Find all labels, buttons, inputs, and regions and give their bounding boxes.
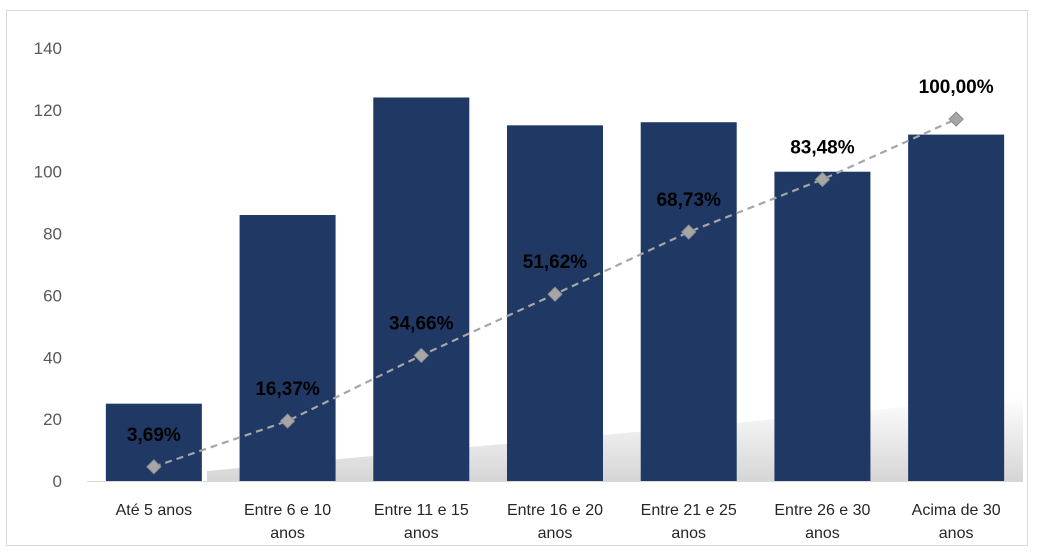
x-axis: Até 5 anos Entre 6 e 10 anos Entre 11 e 15 a… — [87, 481, 1023, 542]
line-point-marker — [814, 171, 831, 188]
y-tick-label: 60 — [43, 286, 62, 305]
x-tick-label: anos — [939, 525, 974, 542]
bars — [105, 97, 1005, 482]
x-tick-label: anos — [671, 525, 706, 542]
x-tick-label: anos — [404, 525, 439, 542]
chart-svg: 0 20 40 60 80 100 120 140 3,69% 16,37% 34,66% 51,6… — [34, 39, 1023, 542]
y-tick-label: 100 — [34, 163, 62, 182]
data-label: 16,37% — [255, 379, 320, 400]
x-tick-label: anos — [270, 525, 305, 542]
y-tick-label: 80 — [43, 225, 62, 244]
data-label: 51,62% — [523, 252, 588, 273]
data-label: 83,48% — [790, 137, 855, 158]
bar — [640, 122, 737, 481]
x-tick-label: Acima de 30 — [912, 502, 1001, 519]
line-point-marker — [948, 111, 964, 127]
line-point-marker — [681, 224, 697, 240]
y-tick-label: 120 — [34, 101, 62, 120]
x-tick-label: Entre 26 e 30 — [774, 502, 870, 519]
bar — [239, 215, 336, 481]
y-axis: 0 20 40 60 80 100 120 140 — [34, 39, 62, 491]
cumulative-line: 3,69% 16,37% 34,66% 51,62% 68,73% 83,48% 100,0… — [127, 77, 994, 475]
chart-frame: 0 20 40 60 80 100 120 140 3,69% 16,37% 34,66% 51,6… — [6, 10, 1028, 546]
line-point-marker — [279, 413, 296, 429]
y-tick-label: 140 — [34, 39, 62, 58]
data-label: 34,66% — [389, 313, 454, 334]
x-tick-label: Entre 6 e 10 — [244, 502, 331, 519]
line-point-marker — [413, 347, 429, 364]
y-tick-label: 0 — [53, 472, 62, 491]
y-tick-label: 40 — [43, 348, 62, 367]
bar — [507, 125, 603, 482]
x-tick-label: anos — [805, 525, 840, 542]
bar — [373, 97, 470, 481]
data-label: 3,69% — [127, 425, 181, 446]
data-label: 100,00% — [919, 77, 994, 98]
bar — [774, 171, 871, 481]
x-tick-label: Entre 11 e 15 — [374, 502, 469, 519]
x-tick-label: Entre 16 e 20 — [507, 502, 603, 519]
line-point-marker — [146, 459, 162, 475]
y-tick-label: 20 — [43, 410, 62, 429]
data-label: 68,73% — [656, 190, 721, 211]
x-tick-label: anos — [538, 525, 573, 542]
bar — [908, 134, 1005, 481]
x-tick-label: Entre 21 e 25 — [641, 502, 737, 519]
line-point-marker — [547, 286, 563, 302]
x-tick-label: Até 5 anos — [116, 502, 193, 519]
